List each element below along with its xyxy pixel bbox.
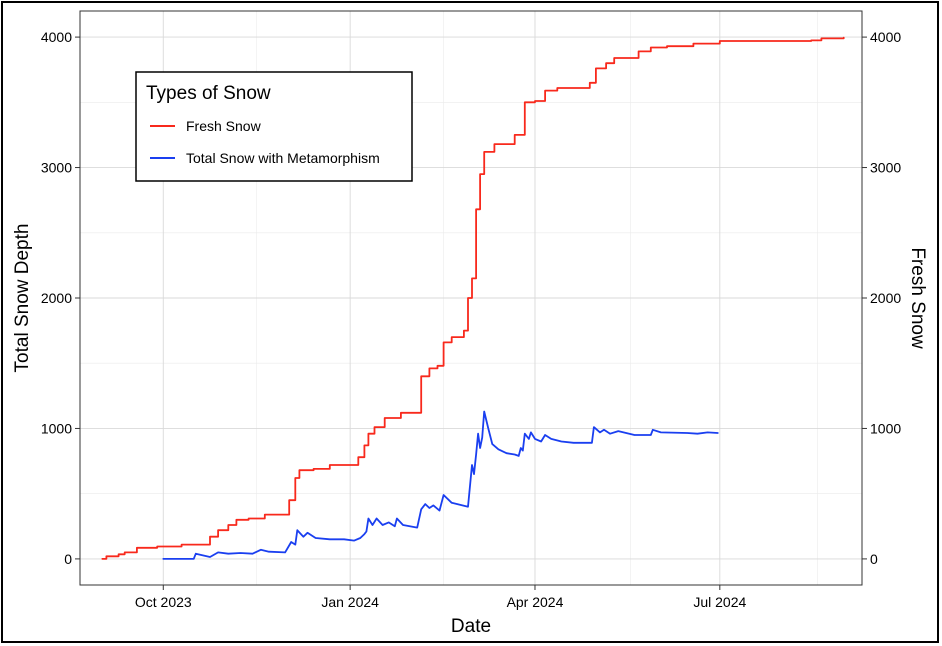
y-tick-label: 1000 — [41, 420, 72, 436]
y-axis-title: Total Snow Depth — [12, 224, 33, 373]
y2-tick-label: 4000 — [870, 29, 901, 45]
x-tick-label: Oct 2023 — [135, 594, 192, 610]
axes: 0 0 1000 1000 2000 2000 3000 3000 4000 4000 Oct 20… — [41, 29, 902, 610]
y2-tick-label: 0 — [870, 551, 878, 567]
x-tick-label: Jan 2024 — [321, 594, 379, 610]
y-tick-label: 3000 — [41, 160, 72, 176]
x-tick-label: Jul 2024 — [693, 594, 746, 610]
legend-label-1: Fresh Snow — [186, 118, 262, 134]
legend-label-2: Total Snow with Metamorphism — [186, 150, 380, 166]
y2-tick-label: 3000 — [870, 160, 901, 176]
y2-tick-label: 2000 — [870, 290, 901, 306]
legend-box — [135, 71, 413, 182]
y-tick-label: 0 — [64, 551, 72, 567]
legend: Types of Snow Fresh Snow Total Snow with … — [135, 71, 413, 182]
y-tick-label: 4000 — [41, 29, 72, 45]
legend-items: Fresh Snow Total Snow with Metamorphism — [150, 118, 380, 166]
x-axis-title: Date — [451, 616, 491, 637]
series-line-2 — [162, 410, 719, 560]
x-tick-label: Apr 2024 — [507, 594, 564, 610]
y2-axis-title: Fresh Snow — [907, 247, 928, 349]
series-lines — [101, 36, 845, 560]
y-tick-label: 2000 — [41, 290, 72, 306]
series-line-1 — [101, 36, 845, 560]
y2-tick-label: 1000 — [870, 420, 901, 436]
legend-title: Types of Snow — [146, 83, 271, 104]
